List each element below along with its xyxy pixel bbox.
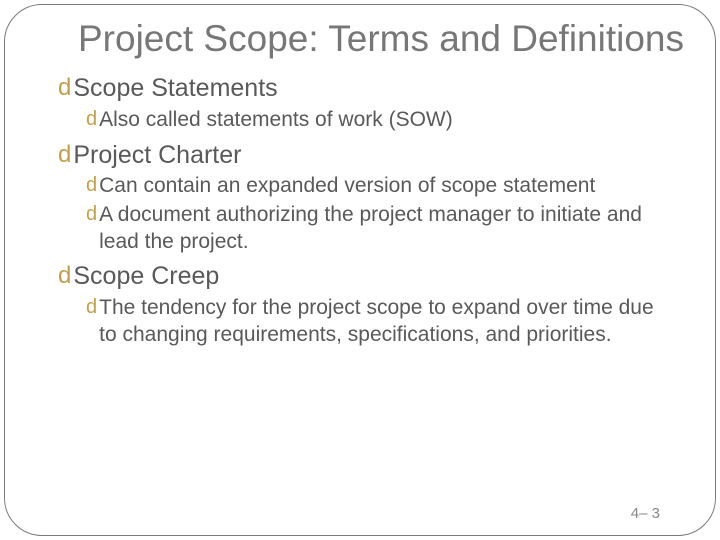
list-subitem: d Also called statements of work (SOW) <box>86 107 672 134</box>
bullet-icon: d <box>86 295 97 321</box>
list-item-label: Scope Statements <box>73 73 277 104</box>
list-item: d Scope Statements <box>58 73 672 104</box>
list-subitem-text: A document authorizing the project manag… <box>99 202 672 256</box>
list-item: d Scope Creep <box>58 261 672 292</box>
page-number: 4– 3 <box>631 505 660 522</box>
list-subitem-text: Also called statements of work (SOW) <box>99 107 453 134</box>
bullet-icon: d <box>58 140 71 170</box>
bullet-icon: d <box>58 261 71 291</box>
list-subitem-text: The tendency for the project scope to ex… <box>99 295 672 349</box>
bullet-icon: d <box>58 73 71 103</box>
bullet-icon: d <box>86 173 97 199</box>
slide-title: Project Scope: Terms and Definitions <box>78 18 692 59</box>
list-item-label: Project Charter <box>73 140 241 171</box>
list-subitem: d The tendency for the project scope to … <box>86 295 672 349</box>
bullet-icon: d <box>86 107 97 133</box>
bullet-icon: d <box>86 202 97 228</box>
list-item-label: Scope Creep <box>73 261 219 292</box>
list-subitem: d A document authorizing the project man… <box>86 202 672 256</box>
list-subitem: d Can contain an expanded version of sco… <box>86 173 672 200</box>
slide-content: d Scope Statements d Also called stateme… <box>58 73 672 348</box>
slide: Project Scope: Terms and Definitions d S… <box>0 0 720 540</box>
list-item: d Project Charter <box>58 140 672 171</box>
list-subitem-text: Can contain an expanded version of scope… <box>99 173 595 200</box>
